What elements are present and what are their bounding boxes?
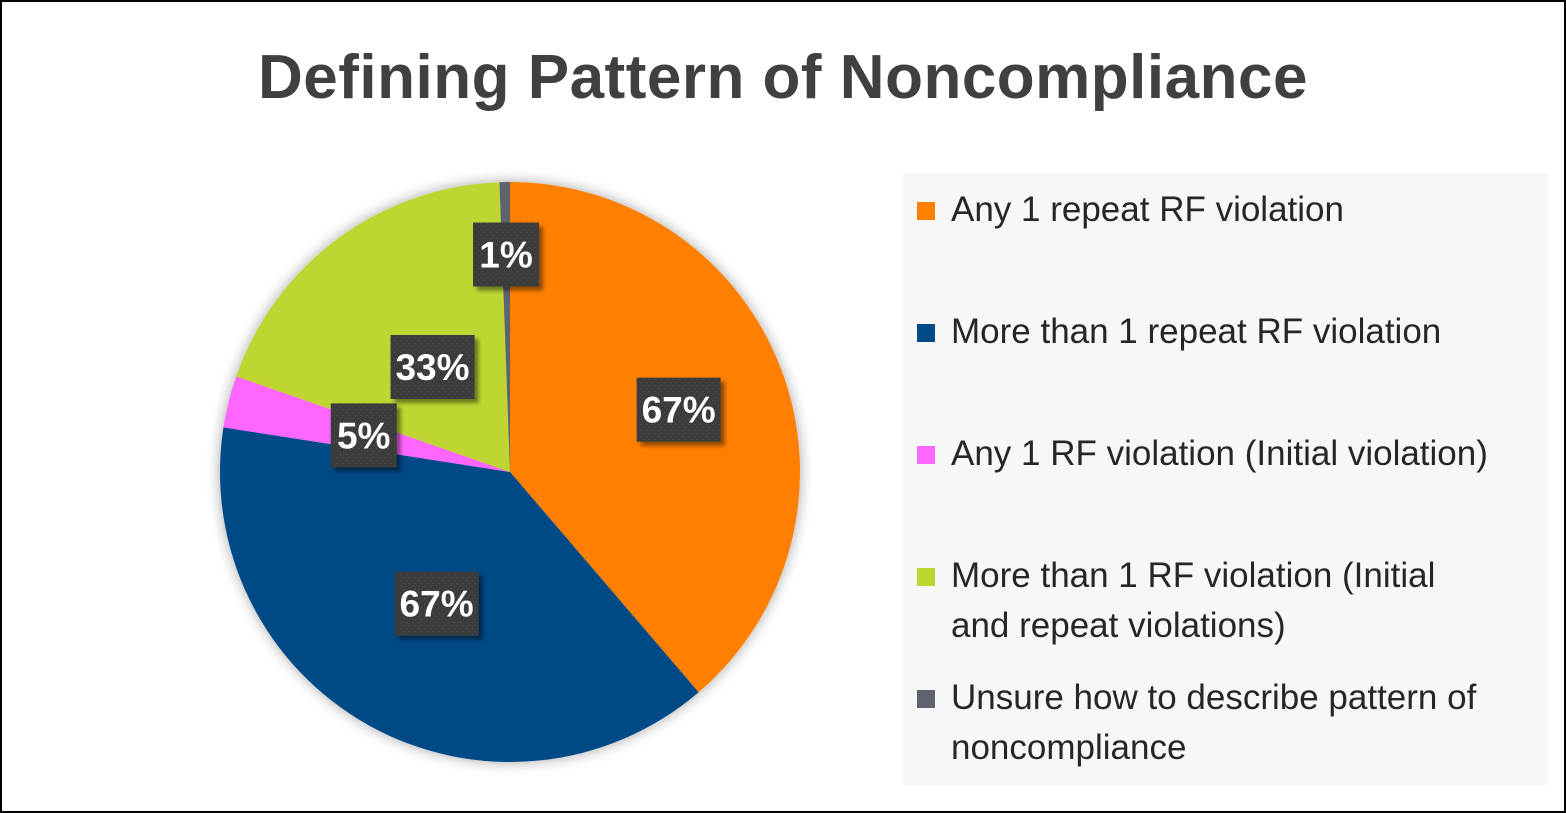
legend-swatch (917, 324, 935, 342)
data-label-box (473, 222, 540, 287)
data-label-box (390, 334, 475, 399)
legend-label: More than 1 RF violation (Initial and re… (951, 556, 1436, 645)
data-label-text: 67% (400, 584, 474, 625)
data-label-text: 33% (395, 347, 469, 388)
data-label: 67% (394, 571, 479, 636)
legend-item: Any 1 RF violation (Initial violation) (917, 429, 1541, 479)
chart-legend: Any 1 repeat RF violation More than 1 re… (903, 173, 1548, 785)
data-label-box (330, 403, 397, 468)
legend-label: Unsure how to describe pattern of noncom… (951, 678, 1477, 767)
legend-item: Any 1 repeat RF violation (917, 185, 1541, 235)
data-label-text: 1% (479, 235, 532, 276)
legend-swatch (917, 690, 935, 708)
pie-slice (236, 182, 510, 473)
data-label-text: 67% (642, 390, 716, 431)
legend-item: More than 1 repeat RF violation (917, 307, 1541, 357)
data-label-text: 5% (337, 415, 390, 456)
legend-label: Any 1 repeat RF violation (951, 190, 1344, 229)
data-label-box (636, 377, 721, 442)
data-label-box (394, 571, 479, 636)
legend-item: More than 1 RF violation (Initial and re… (917, 551, 1477, 651)
data-label: 33% (390, 334, 475, 399)
legend-swatch (917, 446, 935, 464)
legend-item: Unsure how to describe pattern of noncom… (917, 673, 1537, 773)
legend-label: More than 1 repeat RF violation (951, 312, 1442, 351)
data-label: 67% (636, 377, 721, 442)
legend-swatch (917, 568, 935, 586)
chart-title: Defining Pattern of Noncompliance (258, 43, 1308, 112)
legend-swatch (917, 202, 935, 220)
legend-label: Any 1 RF violation (Initial violation) (951, 434, 1488, 473)
data-label: 5% (330, 403, 397, 468)
data-label: 1% (473, 222, 540, 287)
